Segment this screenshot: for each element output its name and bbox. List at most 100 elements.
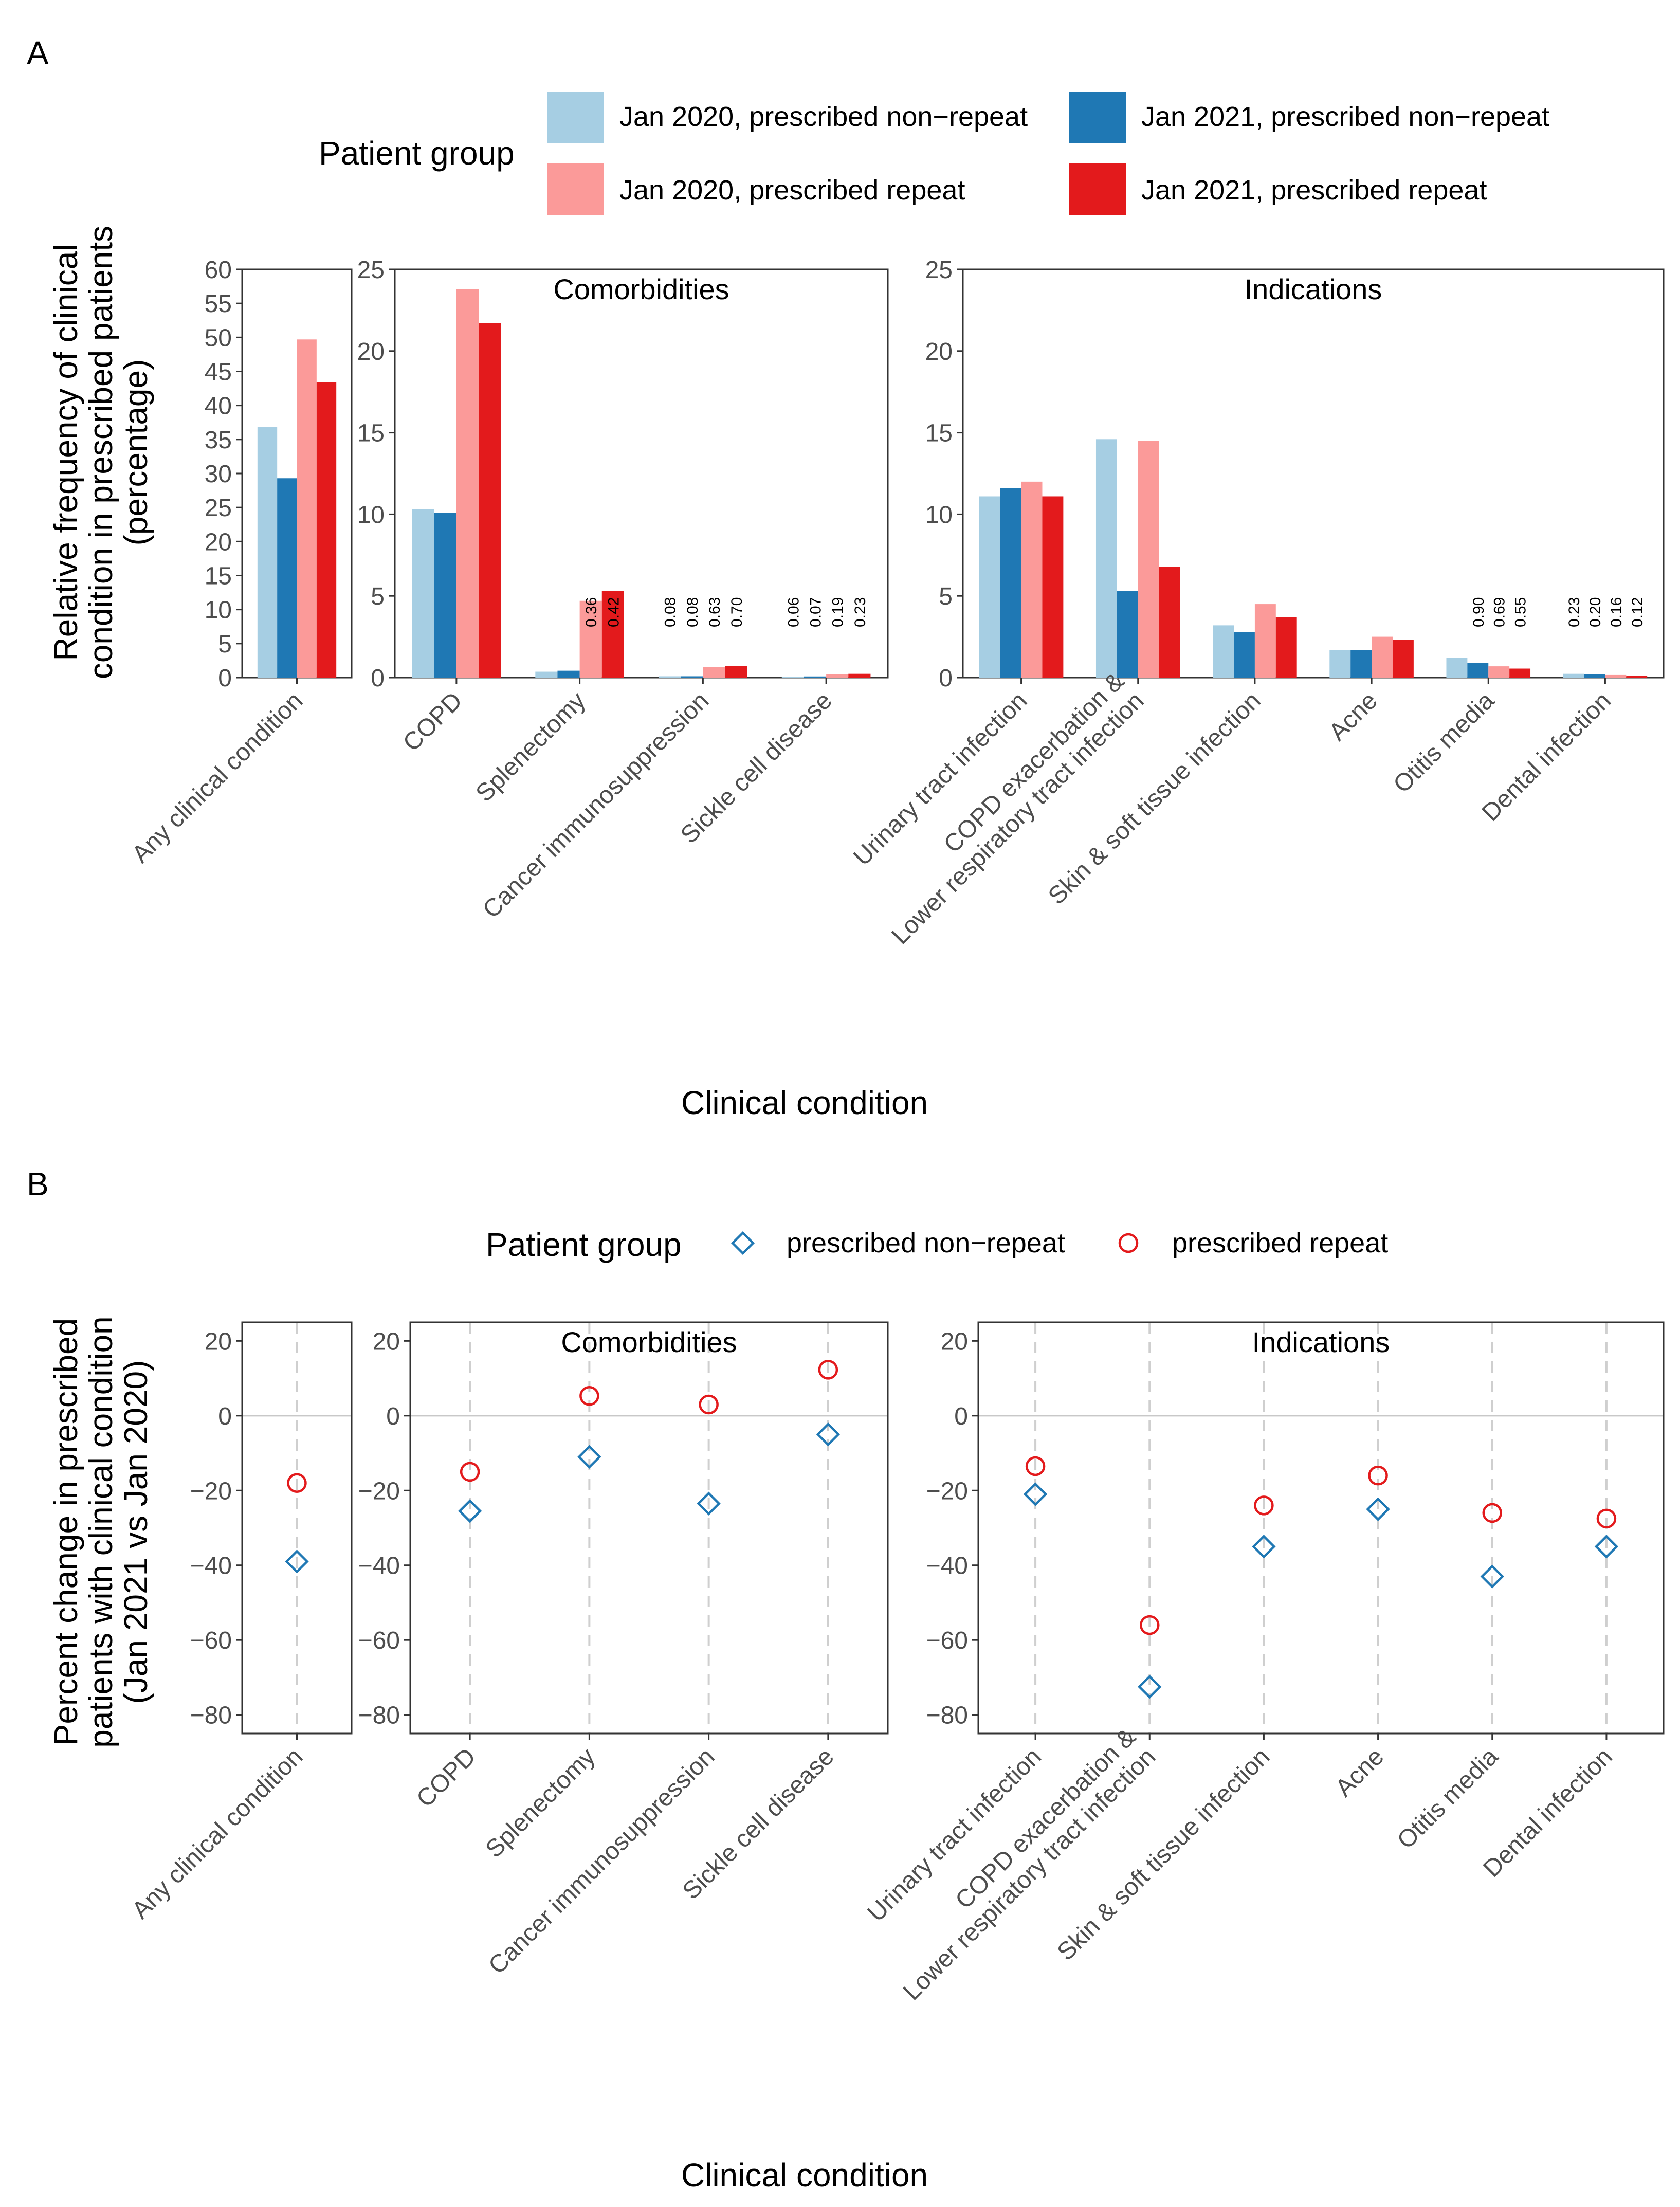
point-copd-exacerbation-lower-respiratory-tract-infection-prescribed-non-repeat: [1138, 1674, 1162, 1699]
y-tick-label: −40: [190, 1553, 232, 1580]
x-tick-label-splenectomy: Splenectomy: [480, 1743, 600, 1863]
y-tick-label: 25: [205, 495, 232, 522]
y-tick-label: 60: [205, 257, 232, 284]
y-tick-label: 25: [925, 257, 953, 284]
y-tick-label: 0: [939, 665, 953, 692]
legend-a-label-1: Jan 2020, prescribed non−repeat: [619, 101, 1028, 132]
bar-skin-soft-tissue-infection-jan-2020-prescribed-repeat: [1254, 604, 1276, 678]
point-cancer-immunosuppression-prescribed-repeat: [699, 1394, 719, 1415]
legend-a-label-3: Jan 2020, prescribed repeat: [619, 175, 965, 206]
bar-urinary-tract-infection-jan-2020-prescribed-repeat: [1021, 481, 1043, 678]
y-tick-label: −60: [926, 1627, 968, 1654]
panel-b-facet-frame: [409, 1321, 889, 1735]
bar-otitis-media-jan-2021-prescribed-non-repeat: [1467, 663, 1489, 678]
bar-sickle-cell-disease-jan-2021-prescribed-repeat: [848, 673, 871, 678]
bar-sickle-cell-disease-jan-2020-prescribed-repeat: [826, 674, 849, 678]
point-acne-prescribed-repeat: [1368, 1465, 1388, 1486]
legend-a-swatch-2: [1069, 92, 1126, 143]
bar-cancer-immunosuppression-jan-2020-prescribed-repeat: [703, 667, 725, 678]
panel-a-strip-comorbidities: Comorbidities: [553, 273, 729, 305]
y-tick-label: 20: [373, 1328, 400, 1355]
point-urinary-tract-infection-prescribed-repeat: [1025, 1456, 1046, 1476]
panel-b-ylabel: Percent change in prescribed patients wi…: [47, 1316, 154, 1748]
x-tick-label-cancer-immunosuppression: Cancer immunosuppression: [483, 1743, 720, 1979]
value-label-dental-infection: 0.23: [1566, 597, 1583, 627]
panel-b-ylabel-line-3: (Jan 2021 vs Jan 2020): [117, 1360, 154, 1704]
bar-acne-jan-2020-prescribed-repeat: [1372, 636, 1393, 678]
bar-copd-jan-2020-prescribed-repeat: [456, 289, 479, 678]
panel-b-strip-indications: Indications: [1252, 1326, 1390, 1358]
legend-b-label-2: prescribed repeat: [1172, 1228, 1388, 1258]
x-tick-label-any-clinical-condition: Any clinical condition: [127, 687, 308, 868]
panel-b-ylabel-line-1: Percent change in prescribed: [47, 1318, 84, 1746]
bar-otitis-media-jan-2021-prescribed-repeat: [1509, 668, 1531, 678]
bar-skin-soft-tissue-infection-jan-2020-prescribed-non-repeat: [1213, 625, 1234, 678]
y-tick-label: −20: [190, 1478, 232, 1505]
value-label-cancer-immunosuppression: 0.08: [684, 597, 701, 627]
x-tick-label-acne: Acne: [1324, 687, 1383, 746]
x-tick-label-copd: COPD: [411, 1743, 481, 1813]
point-cancer-immunosuppression-prescribed-non-repeat: [697, 1491, 721, 1516]
point-copd-exacerbation-lower-respiratory-tract-infection-prescribed-repeat: [1140, 1615, 1160, 1635]
bar-cancer-immunosuppression-jan-2020-prescribed-non-repeat: [659, 676, 681, 678]
bar-copd-exacerbation-lower-respiratory-tract-infection-jan-2020-prescribed-repeat: [1138, 441, 1159, 678]
x-tick-label-splenectomy: Splenectomy: [471, 687, 591, 807]
value-label-cancer-immunosuppression: 0.70: [728, 597, 745, 627]
bar-acne-jan-2020-prescribed-non-repeat: [1329, 650, 1351, 678]
point-dental-infection-prescribed-non-repeat: [1594, 1535, 1619, 1559]
bar-skin-soft-tissue-infection-jan-2021-prescribed-repeat: [1275, 617, 1297, 678]
y-tick-label: 15: [357, 420, 385, 447]
bar-splenectomy-jan-2021-prescribed-non-repeat: [557, 670, 580, 678]
panel-a-ylabel-line-3: (percentage): [117, 359, 154, 546]
legend-b-circle-marker: [1118, 1233, 1139, 1253]
bar-cancer-immunosuppression-jan-2021-prescribed-non-repeat: [681, 676, 703, 678]
value-label-splenectomy: 0.42: [605, 597, 622, 627]
bar-acne-jan-2021-prescribed-non-repeat: [1350, 650, 1372, 678]
point-any-clinical-condition-prescribed-non-repeat: [285, 1549, 309, 1574]
y-tick-label: 10: [357, 501, 385, 528]
y-tick-label: 5: [939, 583, 953, 610]
value-label-otitis-media: 0.55: [1512, 597, 1529, 627]
panel-b-facet-comorbidities: 20 0 −20 −40 −60 −80 Comorbidities COPDSplenect…: [358, 1321, 889, 1979]
panel-b-facet-frame: [977, 1321, 1665, 1735]
x-tick-label-any-clinical-condition: Any clinical condition: [127, 1743, 308, 1924]
point-skin-soft-tissue-infection-prescribed-non-repeat: [1252, 1535, 1276, 1559]
y-tick-label: 10: [205, 597, 232, 624]
point-otitis-media-prescribed-repeat: [1482, 1503, 1502, 1523]
legend-b-title: Patient group: [486, 1226, 682, 1263]
bar-copd-exacerbation-lower-respiratory-tract-infection-jan-2021-prescribed-repeat: [1159, 567, 1180, 678]
y-tick-label: 35: [205, 427, 232, 454]
panel-a-ylabel: Relative frequency of clinical condition…: [47, 226, 154, 679]
panel-a-facet-comorbidities: 0 5 10 15 20 25 Comorbidities COPD 0.36 0.42 Splen…: [357, 257, 889, 923]
bar-dental-infection-jan-2020-prescribed-non-repeat: [1563, 673, 1584, 678]
panel-b-ylabel-line-2: patients with clinical condition: [82, 1316, 119, 1748]
legend-a: Patient group Jan 2020, prescribed non−r…: [319, 92, 1549, 215]
y-tick-label: 15: [205, 563, 232, 590]
x-tick-label-copd: COPD: [398, 687, 468, 757]
point-copd-prescribed-repeat: [460, 1462, 480, 1482]
panel-b-xlabel: Clinical condition: [681, 2157, 928, 2194]
y-tick-label: 0: [386, 1403, 400, 1430]
panel-b-letter: B: [27, 1165, 49, 1202]
y-tick-label: 0: [954, 1403, 968, 1430]
y-tick-label: −60: [190, 1627, 232, 1654]
legend-b-label-1: prescribed non−repeat: [787, 1228, 1065, 1258]
bar-copd-exacerbation-lower-respiratory-tract-infection-jan-2021-prescribed-non-repeat: [1117, 591, 1138, 678]
y-tick-label: 20: [925, 338, 953, 366]
y-tick-label: 0: [218, 1403, 232, 1430]
bar-sickle-cell-disease-jan-2020-prescribed-non-repeat: [781, 677, 804, 678]
y-tick-label: 20: [357, 338, 385, 366]
value-label-otitis-media: 0.69: [1491, 597, 1508, 627]
y-tick-label: 50: [205, 324, 232, 352]
value-label-sickle-cell-disease: 0.07: [808, 597, 825, 627]
panel-b-strip-comorbidities: Comorbidities: [561, 1326, 737, 1358]
bar-urinary-tract-infection-jan-2021-prescribed-repeat: [1042, 496, 1064, 678]
y-tick-label: −60: [358, 1627, 400, 1654]
panel-a-facet-frame: [394, 268, 889, 679]
bar-any-clinical-condition-jan-2021-prescribed-non-repeat: [277, 478, 297, 678]
bar-copd-exacerbation-lower-respiratory-tract-infection-jan-2020-prescribed-non-repeat: [1095, 439, 1117, 678]
bar-any-clinical-condition-jan-2021-prescribed-repeat: [316, 382, 337, 678]
